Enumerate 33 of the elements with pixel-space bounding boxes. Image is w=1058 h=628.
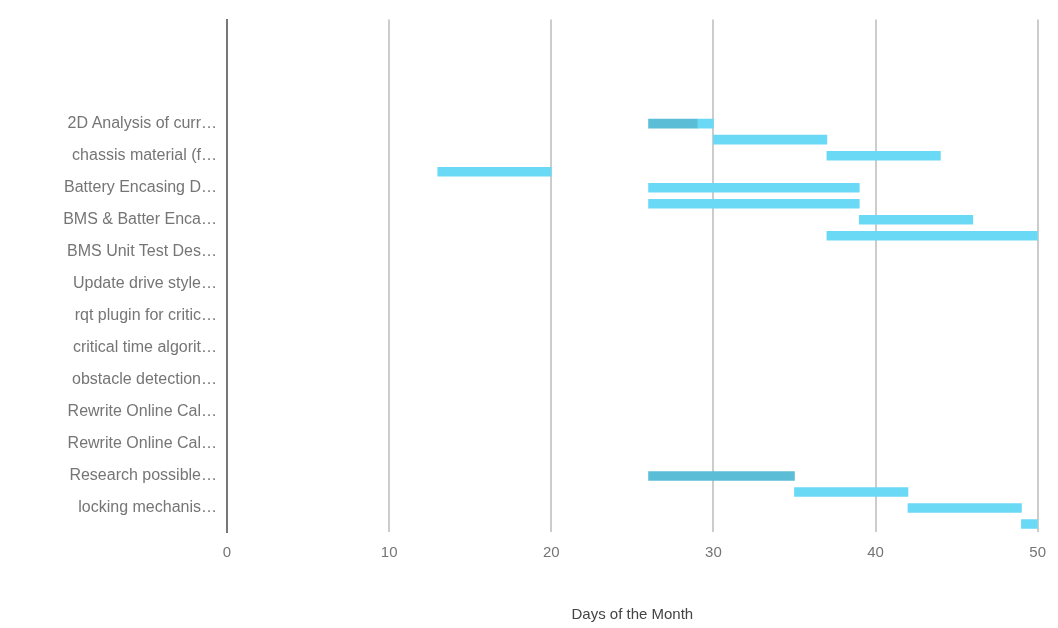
y-tick-label: chassis material (f…: [72, 146, 217, 164]
x-axis-title: Days of the Month: [571, 605, 694, 623]
bar: [826, 150, 941, 161]
x-tick-label: 50: [1029, 543, 1046, 561]
bar: [648, 471, 795, 481]
bar: [696, 118, 714, 129]
bar: [648, 118, 698, 129]
bar: [907, 503, 1022, 513]
y-tick-label: Update drive style…: [72, 274, 217, 292]
x-tick-label: 10: [380, 543, 398, 561]
y-tick-label: 2D Analysis of curr…: [67, 114, 217, 132]
x-tick-label: 20: [542, 543, 560, 561]
y-tick-label: obstacle detection…: [72, 370, 217, 388]
bar: [648, 198, 860, 209]
y-tick-label: BMS & Batter Enca…: [63, 210, 217, 228]
x-tick-label: 40: [867, 543, 884, 561]
y-tick-label: BMS Unit Test Des…: [67, 242, 217, 260]
bar: [858, 214, 974, 225]
y-tick-label: Rewrite Online Cal…: [67, 434, 217, 452]
y-tick-label: critical time algorit…: [72, 338, 217, 356]
y-tick-label: Rewrite Online Cal…: [67, 402, 217, 420]
bar: [1021, 519, 1038, 529]
y-tick-label: Research possible…: [69, 466, 217, 484]
y-tick-label: rqt plugin for critic…: [74, 306, 217, 324]
bar: [794, 487, 909, 497]
x-tick-label: 30: [705, 543, 722, 561]
bar: [437, 166, 552, 177]
y-tick-label: locking mechanis…: [78, 498, 217, 516]
bar: [826, 230, 1038, 241]
y-tick-label: Battery Encasing D…: [64, 178, 217, 196]
x-tick-label: 0: [222, 543, 232, 561]
bar: [648, 182, 860, 193]
bar: [713, 134, 828, 145]
